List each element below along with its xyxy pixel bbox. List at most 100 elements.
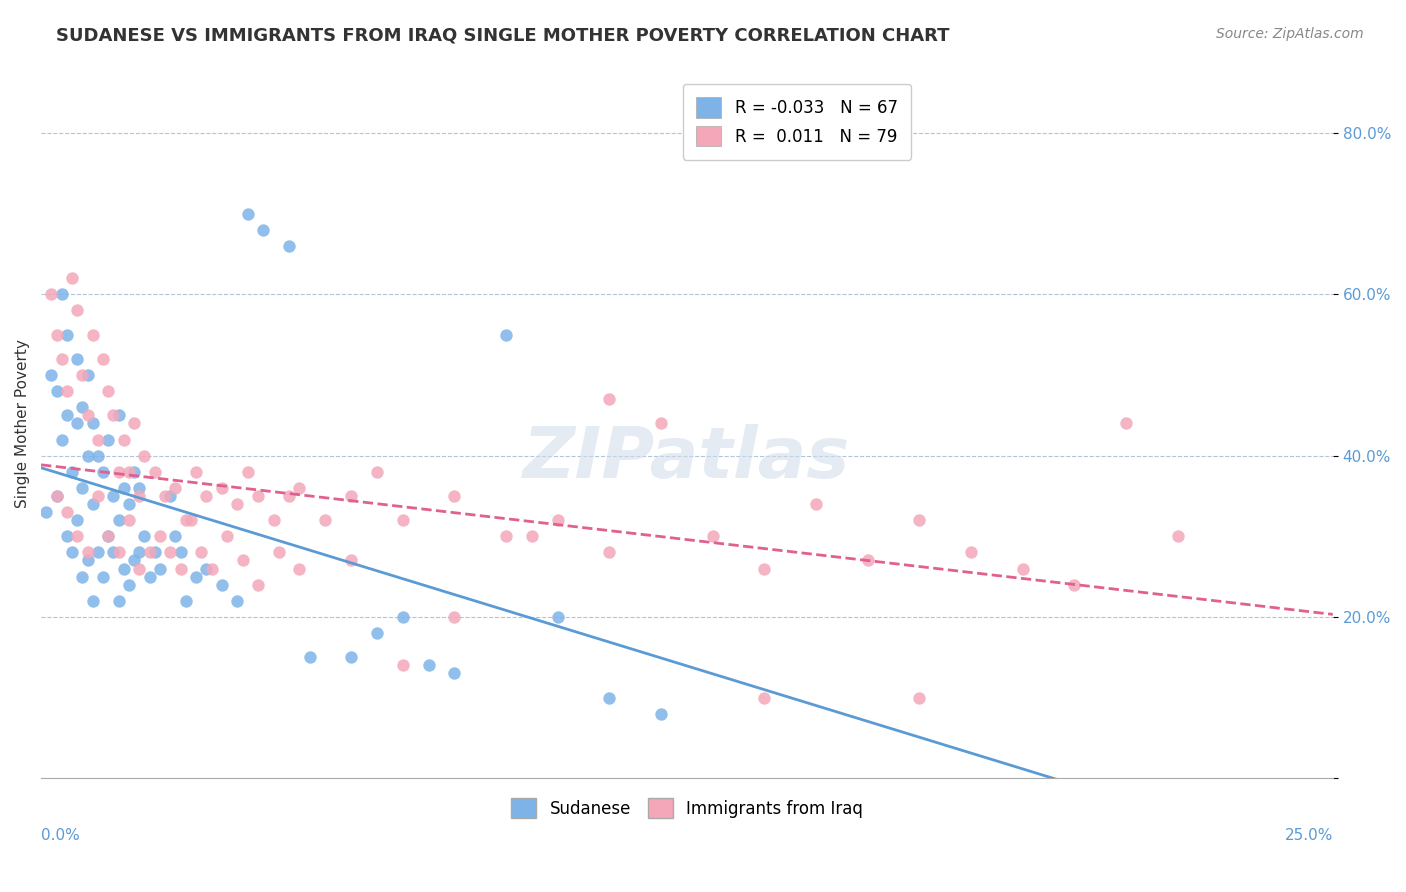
- Point: [87, 489, 110, 503]
- Point: [340, 489, 363, 503]
- Point: [82, 417, 104, 431]
- Point: [418, 658, 440, 673]
- Legend: Sudanese, Immigrants from Iraq: Sudanese, Immigrants from Iraq: [503, 789, 872, 827]
- Point: [149, 529, 172, 543]
- Point: [41, 368, 63, 382]
- Point: [103, 409, 125, 423]
- Point: [174, 513, 197, 527]
- Point: [804, 497, 827, 511]
- Point: [118, 513, 141, 527]
- Point: [184, 569, 207, 583]
- Point: [91, 351, 114, 366]
- Point: [82, 594, 104, 608]
- Point: [118, 577, 141, 591]
- Text: ZIPatlas: ZIPatlas: [523, 425, 851, 493]
- Point: [217, 529, 239, 543]
- Point: [278, 239, 301, 253]
- Point: [149, 561, 172, 575]
- Point: [56, 409, 79, 423]
- Point: [51, 433, 73, 447]
- Y-axis label: Single Mother Poverty: Single Mother Poverty: [15, 339, 30, 508]
- Point: [66, 513, 89, 527]
- Point: [82, 327, 104, 342]
- Point: [45, 489, 67, 503]
- Point: [226, 497, 249, 511]
- Point: [76, 368, 98, 382]
- Point: [495, 327, 517, 342]
- Point: [169, 545, 191, 559]
- Point: [91, 569, 114, 583]
- Point: [650, 706, 672, 721]
- Point: [391, 610, 413, 624]
- Point: [1167, 529, 1189, 543]
- Point: [298, 650, 321, 665]
- Point: [118, 497, 141, 511]
- Point: [598, 392, 620, 407]
- Point: [143, 545, 166, 559]
- Point: [1011, 561, 1033, 575]
- Point: [143, 465, 166, 479]
- Point: [112, 561, 135, 575]
- Point: [45, 384, 67, 398]
- Point: [76, 449, 98, 463]
- Point: [107, 594, 129, 608]
- Point: [278, 489, 301, 503]
- Point: [391, 513, 413, 527]
- Point: [128, 481, 150, 495]
- Point: [76, 409, 98, 423]
- Point: [97, 384, 120, 398]
- Point: [598, 690, 620, 705]
- Point: [72, 368, 94, 382]
- Point: [211, 481, 233, 495]
- Point: [247, 489, 270, 503]
- Point: [103, 489, 125, 503]
- Point: [252, 223, 274, 237]
- Point: [180, 513, 202, 527]
- Point: [97, 433, 120, 447]
- Point: [122, 417, 145, 431]
- Point: [159, 545, 181, 559]
- Point: [118, 465, 141, 479]
- Point: [340, 553, 363, 567]
- Point: [314, 513, 336, 527]
- Point: [107, 545, 129, 559]
- Point: [128, 561, 150, 575]
- Point: [134, 529, 156, 543]
- Point: [82, 497, 104, 511]
- Point: [51, 287, 73, 301]
- Point: [159, 489, 181, 503]
- Point: [76, 545, 98, 559]
- Point: [195, 561, 218, 575]
- Point: [134, 449, 156, 463]
- Point: [226, 594, 249, 608]
- Point: [72, 481, 94, 495]
- Point: [60, 465, 83, 479]
- Point: [547, 610, 569, 624]
- Point: [128, 545, 150, 559]
- Point: [153, 489, 176, 503]
- Point: [56, 384, 79, 398]
- Point: [128, 489, 150, 503]
- Point: [66, 417, 89, 431]
- Point: [263, 513, 285, 527]
- Point: [288, 561, 311, 575]
- Point: [87, 545, 110, 559]
- Point: [165, 481, 187, 495]
- Point: [547, 513, 569, 527]
- Point: [112, 433, 135, 447]
- Point: [87, 449, 110, 463]
- Point: [267, 545, 290, 559]
- Point: [107, 465, 129, 479]
- Point: [56, 327, 79, 342]
- Point: [190, 545, 212, 559]
- Point: [76, 553, 98, 567]
- Point: [754, 690, 776, 705]
- Point: [122, 553, 145, 567]
- Point: [236, 207, 259, 221]
- Point: [211, 577, 233, 591]
- Point: [87, 433, 110, 447]
- Point: [908, 513, 931, 527]
- Point: [165, 529, 187, 543]
- Text: 25.0%: 25.0%: [1285, 828, 1333, 843]
- Point: [184, 465, 207, 479]
